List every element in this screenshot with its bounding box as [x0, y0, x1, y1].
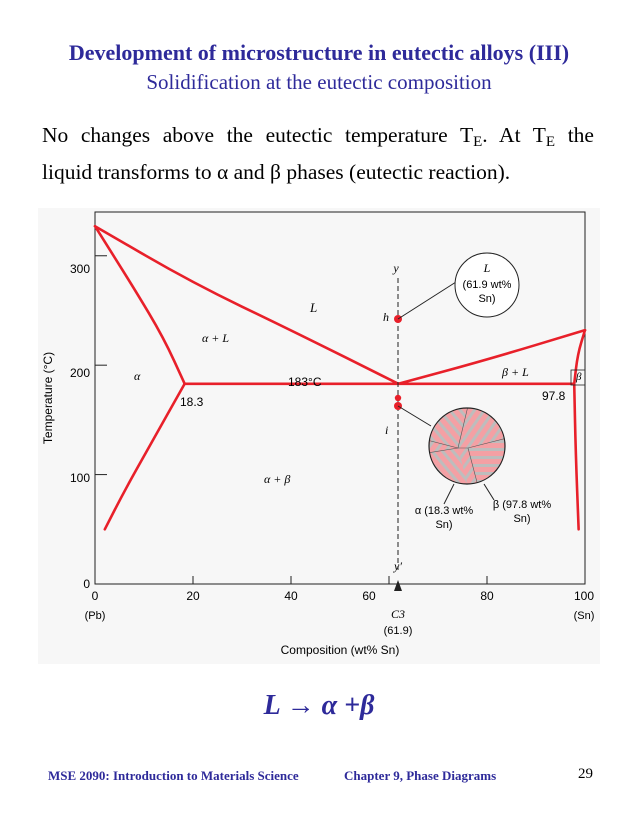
- composition-marker-value: (61.9): [384, 625, 413, 637]
- x-tick-label-0: 0: [92, 589, 99, 603]
- body-paragraph: No changes above the eutectic temperatur…: [42, 120, 594, 187]
- point-label-i: i: [385, 423, 388, 437]
- slide-title: Development of microstructure in eutecti…: [68, 40, 570, 65]
- beta-callout-leader: [483, 483, 495, 501]
- liquid-callout-leader: [397, 281, 457, 320]
- liquidus-right-curve: [397, 328, 587, 386]
- phase-boundaries: [93, 224, 587, 531]
- x-tick-label-100: 100: [574, 589, 594, 603]
- beta-callout-sn: Sn): [513, 513, 530, 525]
- footer-chapter: Chapter 9, Phase Diagrams: [344, 768, 497, 783]
- beta-solubility-label: 97.8: [542, 389, 566, 403]
- region-label-alpha-plus-beta: α + β: [264, 472, 290, 486]
- point-eutectic: [394, 394, 402, 402]
- slide-subtitle: Solidification at the eutectic compositi…: [146, 70, 492, 94]
- x-end-label-pb: (Pb): [85, 610, 106, 622]
- x-tick-label-20: 20: [186, 589, 200, 603]
- plot-frame: [94, 211, 586, 585]
- x-axis-label: Composition (wt% Sn): [281, 643, 400, 657]
- x-tick-label-40: 40: [284, 589, 298, 603]
- alpha-solubility-label: 18.3: [180, 395, 204, 409]
- beta-label-box: [570, 369, 586, 386]
- axis-tick-labels: 0 20 40 60 80 100 0 100 200 300 (Pb) (Sn…: [70, 262, 594, 622]
- phase-diagram-figure: 0 20 40 60 80 100 0 100 200 300 (Pb) (Sn…: [38, 208, 600, 664]
- y-axis-label: Temperature (°C): [41, 352, 55, 444]
- solidus-right-curve: [572, 328, 587, 386]
- x-end-label-sn: (Sn): [574, 610, 595, 622]
- x-tick-label-80: 80: [480, 589, 494, 603]
- paragraph-line-1: No changes above the eutectic temperatur…: [42, 123, 594, 150]
- eutectic-reaction-equation: L → α +β: [263, 690, 375, 721]
- y-tick-label-200: 200: [70, 366, 90, 380]
- region-label-beta: β: [575, 371, 582, 383]
- liquid-callout-sn: Sn): [478, 293, 495, 305]
- liquid-callout-circle: [454, 252, 520, 318]
- x-tick-label-60: 60: [362, 589, 376, 603]
- alpha-callout-leader: [443, 483, 455, 505]
- eutectic-temperature-label: 183°C: [288, 375, 322, 389]
- region-label-liquid: L: [309, 300, 317, 315]
- solvus-left-curve: [103, 382, 186, 531]
- liquidus-left-curve: [93, 224, 400, 386]
- y-tick-label-300: 300: [70, 262, 90, 276]
- point-label-h: h: [383, 310, 389, 324]
- y-tick-label-0: 0: [83, 577, 90, 591]
- liquid-callout-comp: (61.9 wt%: [463, 279, 512, 291]
- paragraph-line-2: liquid transforms to α and β phases (eut…: [42, 160, 511, 184]
- solidus-left-curve: [93, 224, 186, 386]
- page-number: 29: [578, 766, 593, 782]
- microstructure-leader: [397, 405, 432, 427]
- liquid-callout-label: L: [483, 261, 491, 275]
- region-label-alpha: α: [134, 369, 141, 383]
- axis-ticks: [94, 255, 586, 585]
- beta-callout-comp: β (97.8 wt%: [493, 499, 552, 511]
- eutectic-microstructure-circle: [428, 407, 506, 485]
- alpha-callout-comp: α (18.3 wt%: [415, 505, 474, 517]
- composition-arrow: [394, 580, 402, 591]
- solvus-right-curve: [572, 382, 580, 531]
- region-label-beta-plus-liquid: β + L: [501, 365, 529, 379]
- point-label-y: y: [392, 261, 399, 275]
- phase-diagram-svg: 0 20 40 60 80 100 0 100 200 300 (Pb) (Sn…: [41, 211, 594, 657]
- point-label-y-prime: y′: [393, 559, 402, 573]
- alpha-callout-sn: Sn): [435, 519, 452, 531]
- region-label-alpha-plus-liquid: α + L: [202, 331, 229, 345]
- composition-marker-label: C3: [391, 607, 405, 621]
- footer-course: MSE 2090: Introduction to Materials Scie…: [48, 768, 299, 783]
- y-tick-label-100: 100: [70, 471, 90, 485]
